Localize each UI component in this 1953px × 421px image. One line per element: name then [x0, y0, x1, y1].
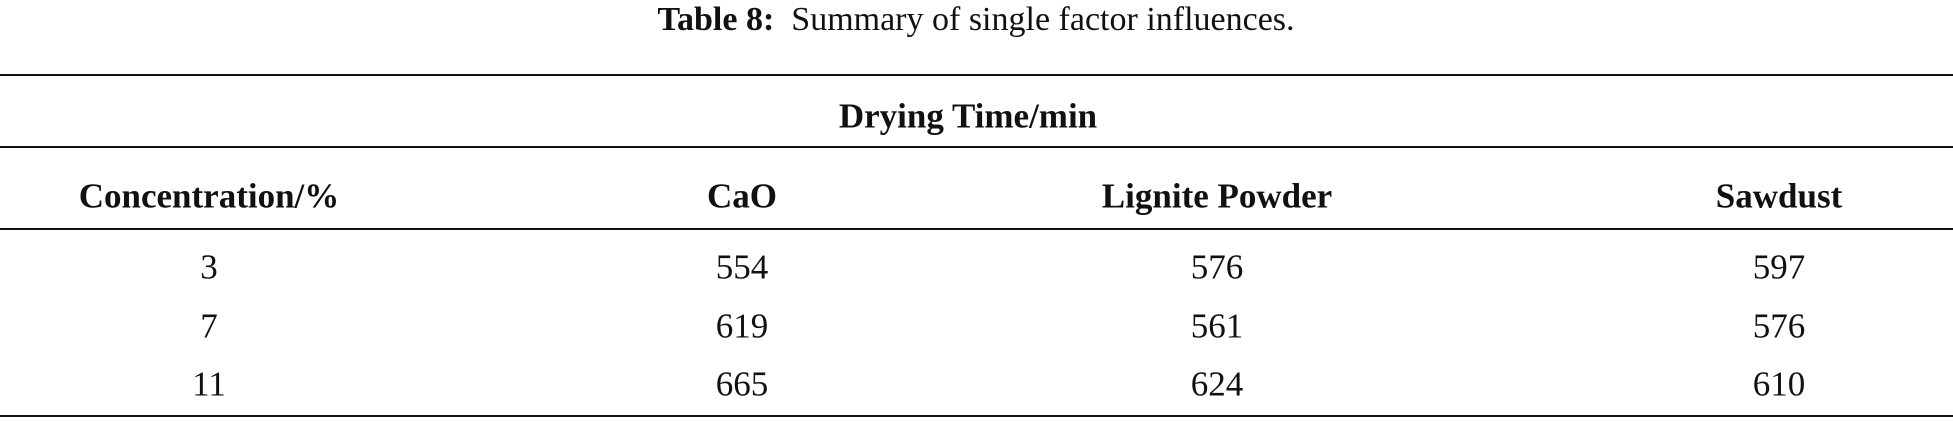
column-header: CaO — [707, 176, 777, 216]
table-cell: 619 — [715, 306, 769, 346]
group-header: Drying Time/min — [838, 96, 1098, 136]
table-cell: 665 — [715, 364, 769, 404]
table-cell: 7 — [200, 306, 218, 346]
table-cell: 3 — [200, 247, 218, 287]
column-header: Concentration/% — [78, 176, 340, 216]
caption-text: Summary of single factor influences. — [791, 1, 1295, 38]
table-cell: 624 — [1190, 364, 1244, 404]
mid-rule — [0, 146, 1953, 148]
table-cell: 610 — [1752, 364, 1806, 404]
column-header: Lignite Powder — [1101, 176, 1333, 216]
table-cell: 554 — [715, 247, 769, 287]
table-caption: Table 8: Summary of single factor influe… — [657, 3, 1294, 37]
table-cell: 11 — [192, 364, 226, 404]
table-cell: 576 — [1190, 247, 1244, 287]
table-cell: 576 — [1752, 306, 1806, 346]
bottom-rule — [0, 415, 1953, 417]
table-cell: 561 — [1190, 306, 1244, 346]
table-cell: 597 — [1752, 247, 1806, 287]
top-rule — [0, 74, 1953, 76]
caption-label: Table 8: — [657, 1, 775, 38]
column-header: Sawdust — [1715, 176, 1843, 216]
header-rule — [0, 228, 1953, 230]
